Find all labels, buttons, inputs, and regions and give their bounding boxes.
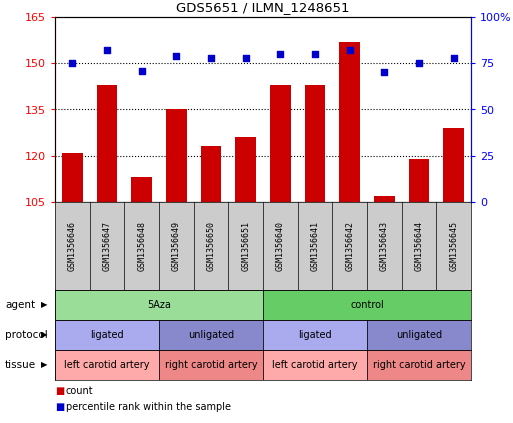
Text: ligated: ligated xyxy=(298,330,332,340)
Bar xyxy=(263,350,367,380)
Text: unligated: unligated xyxy=(188,330,234,340)
Bar xyxy=(55,320,159,350)
Point xyxy=(449,54,458,61)
Text: left carotid artery: left carotid artery xyxy=(64,360,150,370)
Bar xyxy=(62,153,83,202)
Text: ■: ■ xyxy=(55,386,64,396)
Text: unligated: unligated xyxy=(396,330,442,340)
Text: control: control xyxy=(350,300,384,310)
Text: GSM1356650: GSM1356650 xyxy=(207,221,215,271)
Bar xyxy=(166,110,187,202)
Text: 5Aza: 5Aza xyxy=(147,300,171,310)
Point xyxy=(172,52,181,59)
Bar xyxy=(159,320,263,350)
Point xyxy=(415,60,423,67)
Bar xyxy=(159,350,263,380)
Bar xyxy=(270,85,291,202)
Text: GSM1356643: GSM1356643 xyxy=(380,221,389,271)
Text: GSM1356644: GSM1356644 xyxy=(415,221,424,271)
Bar xyxy=(96,85,117,202)
Bar xyxy=(263,290,471,320)
Point xyxy=(207,54,215,61)
Bar xyxy=(55,350,159,380)
Point xyxy=(242,54,250,61)
Text: percentile rank within the sample: percentile rank within the sample xyxy=(66,402,231,412)
Point xyxy=(68,60,76,67)
Text: ▶: ▶ xyxy=(41,300,47,310)
Bar xyxy=(201,146,222,202)
Text: GSM1356651: GSM1356651 xyxy=(241,221,250,271)
Text: protocol: protocol xyxy=(5,330,48,340)
Text: ligated: ligated xyxy=(90,330,124,340)
Text: ▶: ▶ xyxy=(41,330,47,340)
Bar xyxy=(374,196,394,202)
Bar xyxy=(367,350,471,380)
Text: GSM1356648: GSM1356648 xyxy=(137,221,146,271)
Text: ■: ■ xyxy=(55,402,64,412)
Bar xyxy=(339,42,360,202)
Text: GSM1356649: GSM1356649 xyxy=(172,221,181,271)
Bar xyxy=(367,320,471,350)
Bar xyxy=(263,320,367,350)
Text: right carotid artery: right carotid artery xyxy=(165,360,258,370)
Bar xyxy=(131,177,152,202)
Bar xyxy=(408,159,429,202)
Point xyxy=(380,69,388,76)
Text: agent: agent xyxy=(5,300,35,310)
Text: tissue: tissue xyxy=(5,360,36,370)
Text: GSM1356640: GSM1356640 xyxy=(276,221,285,271)
Text: left carotid artery: left carotid artery xyxy=(272,360,358,370)
Text: ▶: ▶ xyxy=(41,360,47,370)
Text: GSM1356646: GSM1356646 xyxy=(68,221,77,271)
Text: GSM1356641: GSM1356641 xyxy=(310,221,320,271)
Point xyxy=(103,47,111,54)
Bar xyxy=(305,85,325,202)
Text: count: count xyxy=(66,386,94,396)
Point xyxy=(137,67,146,74)
Title: GDS5651 / ILMN_1248651: GDS5651 / ILMN_1248651 xyxy=(176,1,350,14)
Point xyxy=(311,51,319,58)
Bar xyxy=(235,137,256,202)
Point xyxy=(276,51,284,58)
Point xyxy=(346,47,354,54)
Text: GSM1356642: GSM1356642 xyxy=(345,221,354,271)
Text: right carotid artery: right carotid artery xyxy=(372,360,465,370)
Text: GSM1356647: GSM1356647 xyxy=(103,221,111,271)
Bar xyxy=(443,128,464,202)
Text: GSM1356645: GSM1356645 xyxy=(449,221,458,271)
Bar xyxy=(55,290,263,320)
